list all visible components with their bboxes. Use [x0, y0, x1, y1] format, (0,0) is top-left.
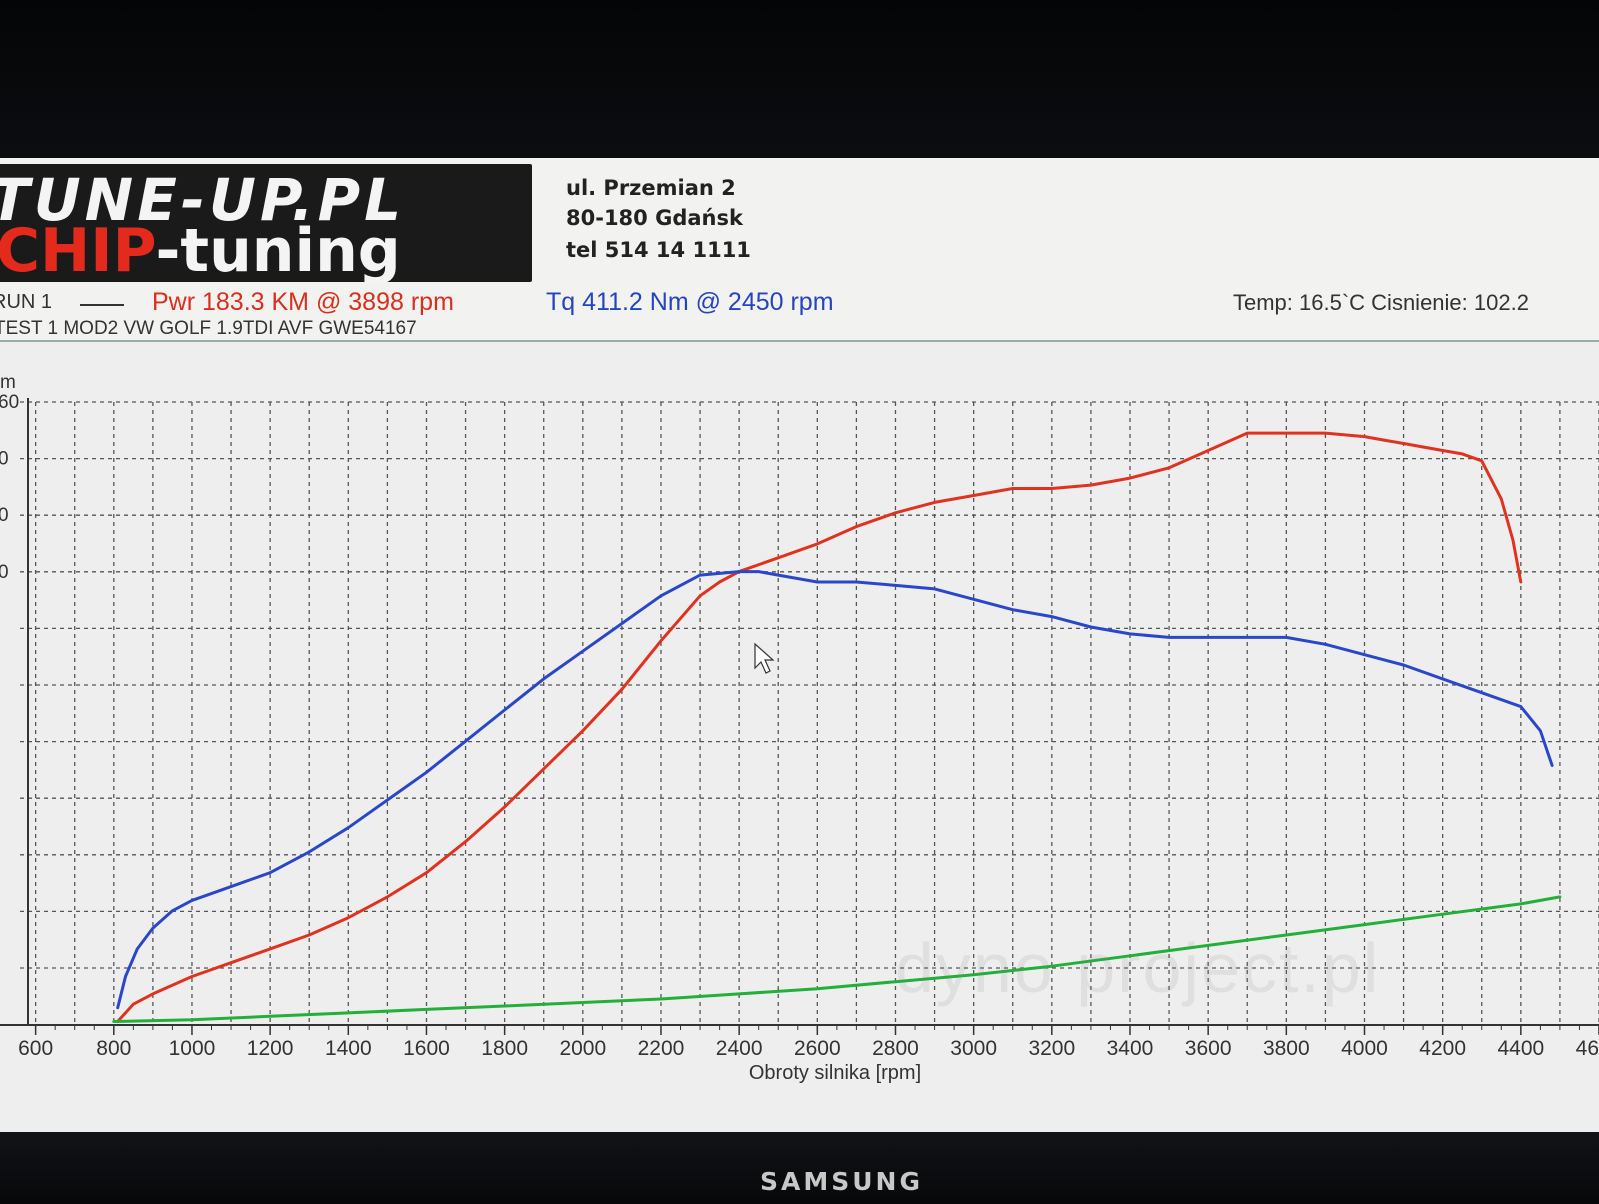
logo-line2: CHIP-tuning: [0, 216, 401, 286]
series-pwr: [116, 431, 1523, 1023]
monitor-bezel-bottom: [0, 1132, 1599, 1204]
y-tick-label: 60: [0, 392, 19, 413]
x-tick-label: 2600: [794, 1037, 841, 1060]
x-tick-label: 3400: [1107, 1037, 1154, 1060]
run-label: RUN 1: [0, 291, 53, 313]
logo-chip: CHIP: [0, 216, 156, 286]
company-logo: TUNE-UP.PL CHIP-tuning: [0, 164, 532, 286]
address-city: 80-180 Gdańsk: [566, 206, 743, 230]
series-tq: [116, 570, 1554, 1010]
power-summary: Pwr 183.3 KM @ 3898 rpm: [152, 288, 454, 316]
monitor-bezel-top: [0, 0, 1599, 158]
x-tick-label: 2800: [872, 1037, 919, 1060]
x-tick-label: 1200: [247, 1037, 294, 1060]
address-street: ul. Przemian 2: [566, 176, 736, 200]
x-tick-label: 800: [96, 1037, 131, 1060]
dyno-chart: 600 800 1000 1200 1400 1600 1800 2000 2200 2400 26…: [0, 372, 1599, 1084]
address-phone: tel 514 14 1111: [566, 238, 751, 262]
x-tick-label: 3800: [1263, 1037, 1310, 1060]
x-tick-label: 2400: [716, 1037, 763, 1060]
torque-summary: Tq 411.2 Nm @ 2450 rpm: [546, 288, 834, 316]
x-tick-label: 1600: [403, 1037, 450, 1060]
logo-line1: TUNE-UP.PL: [0, 166, 406, 234]
x-tick-label: 4600: [1576, 1037, 1599, 1060]
x-tick-label: 2000: [559, 1037, 606, 1060]
x-tick-label: 1000: [169, 1037, 216, 1060]
series-loss: [112, 895, 1562, 1023]
watermark-text: dyno project.pl: [895, 929, 1381, 1007]
x-tick-label: 2200: [638, 1037, 685, 1060]
y-tick-label: 0: [0, 562, 9, 583]
x-tick-label: 3600: [1185, 1037, 1232, 1060]
logo-tuning: -tuning: [155, 216, 401, 286]
y-axis-label: m: [0, 372, 16, 393]
x-tick-label: 600: [18, 1037, 53, 1060]
monitor-brand: SAMSUNG: [760, 1167, 923, 1196]
report-header: TUNE-UP.PL CHIP-tuning ul. Przemian 2 80…: [0, 158, 1599, 340]
chart-series: [112, 431, 1562, 1023]
y-tick-label: 0: [0, 505, 9, 526]
x-axis-label: Obroty silnika [rpm]: [749, 1062, 921, 1084]
dyno-screen: TUNE-UP.PL CHIP-tuning ul. Przemian 2 80…: [0, 158, 1599, 1132]
x-tick-label: 4000: [1341, 1037, 1388, 1060]
y-tick-label: 0: [0, 449, 9, 470]
chart-grid: [20, 401, 1599, 1026]
x-tick-label: 4400: [1497, 1037, 1544, 1060]
x-tick-label: 1800: [481, 1037, 528, 1060]
x-tick-label: 3000: [950, 1037, 997, 1060]
header-divider: [0, 340, 1599, 342]
run-legend-line: [80, 304, 124, 306]
test-description: TEST 1 MOD2 VW GOLF 1.9TDI AVF GWE54167: [0, 318, 417, 339]
x-tick-label: 1400: [325, 1037, 372, 1060]
x-tick-label: 4200: [1419, 1037, 1466, 1060]
x-tick-label: 3200: [1028, 1037, 1075, 1060]
ambient-conditions: Temp: 16.5`C Cisnienie: 102.2: [1233, 290, 1529, 315]
mouse-cursor-icon: [754, 642, 775, 674]
chart-axes: 600 800 1000 1200 1400 1600 1800 2000 2200 2400 26…: [0, 372, 1599, 1084]
